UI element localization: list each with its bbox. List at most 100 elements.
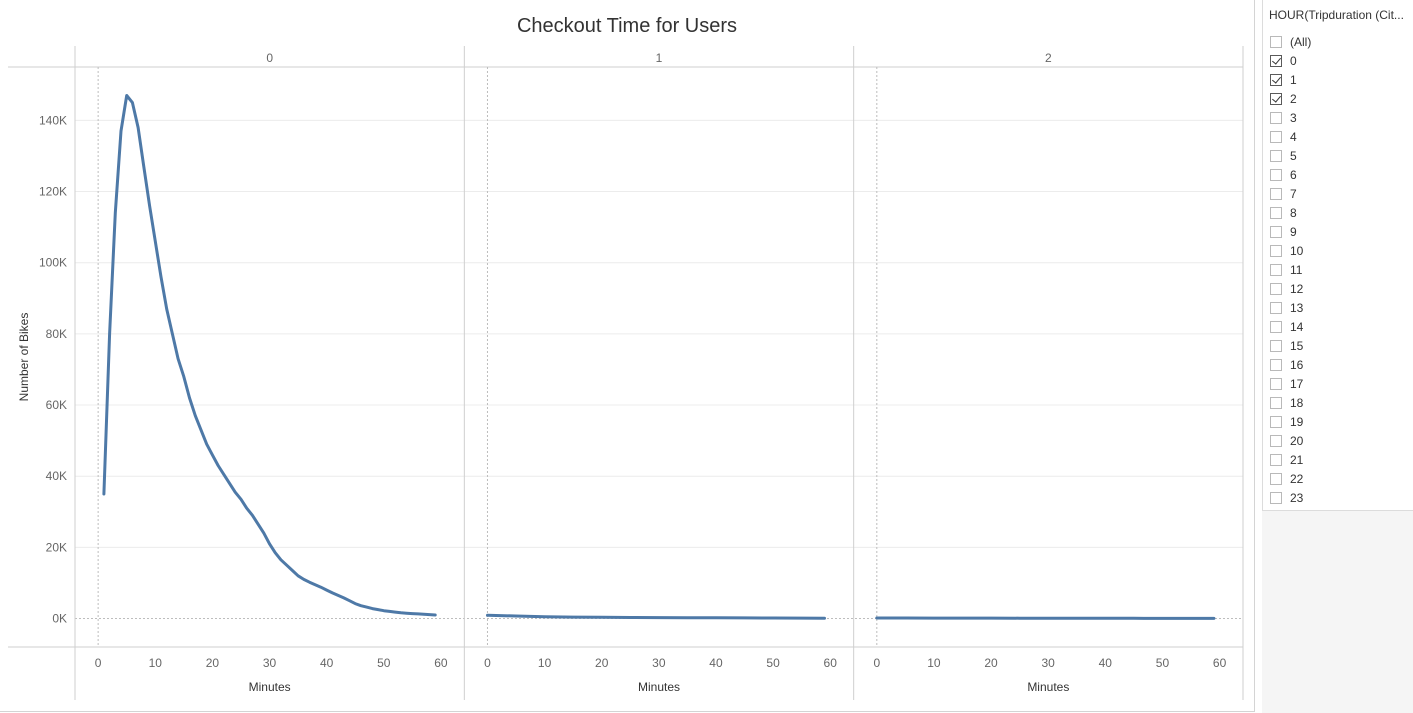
filter-item-19[interactable]: 19 (1270, 412, 1311, 431)
filter-item-21[interactable]: 21 (1270, 450, 1311, 469)
filter-item-label: 10 (1290, 243, 1304, 258)
filter-item-label: 12 (1290, 281, 1304, 296)
filter-item-label: 3 (1290, 110, 1297, 125)
filter-checkbox[interactable] (1270, 415, 1282, 428)
x-tick-label: 40 (320, 656, 334, 670)
x-tick-label: 40 (1099, 656, 1113, 670)
filter-checkbox[interactable] (1270, 491, 1282, 504)
filter-item-label: 1 (1290, 72, 1297, 87)
panel-header: 1 (656, 51, 663, 65)
chart-area: Checkout Time for Users Number of Bikes … (0, 0, 1255, 712)
filter-item-label: 21 (1290, 452, 1304, 467)
filter-item-14[interactable]: 14 (1270, 317, 1311, 336)
filter-item-3[interactable]: 3 (1270, 108, 1311, 127)
filter-item-11[interactable]: 11 (1270, 260, 1311, 279)
filter-checkbox[interactable] (1270, 358, 1282, 371)
filter-item-all[interactable]: (All) (1270, 32, 1311, 51)
filter-checkbox[interactable] (1270, 187, 1282, 200)
filter-item-label: 4 (1290, 129, 1297, 144)
filter-item-15[interactable]: 15 (1270, 336, 1311, 355)
y-tick-label: 40K (46, 469, 67, 483)
filter-item-2[interactable]: 2 (1270, 89, 1311, 108)
filter-item-label: 2 (1290, 91, 1297, 106)
filter-item-1[interactable]: 1 (1270, 70, 1311, 89)
y-tick-label: 140K (39, 113, 67, 127)
hour-filter-panel: HOUR(Tripduration (Cit... (All) 0 1 2 3 4 5 6 7 8… (1262, 0, 1413, 511)
filter-item-label: 16 (1290, 357, 1304, 372)
frame-layer (8, 46, 1244, 700)
filter-checkbox[interactable] (1270, 282, 1282, 295)
filter-checkbox[interactable] (1270, 244, 1282, 257)
filter-item-label: 13 (1290, 300, 1304, 315)
filter-item-label: 17 (1290, 376, 1304, 391)
filter-checkbox[interactable] (1270, 206, 1282, 219)
filter-title: HOUR(Tripduration (Cit... (1269, 8, 1404, 22)
filter-checkbox[interactable] (1270, 35, 1282, 48)
filter-checkbox[interactable] (1270, 149, 1282, 162)
filter-item-label: 22 (1290, 471, 1304, 486)
filter-item-9[interactable]: 9 (1270, 222, 1311, 241)
y-tick-label: 100K (39, 256, 67, 270)
filter-item-label: (All) (1290, 34, 1312, 49)
line-chart: Checkout Time for Users Number of Bikes … (8, 15, 1244, 700)
filter-item-20[interactable]: 20 (1270, 431, 1311, 450)
x-tick-label: 10 (149, 656, 163, 670)
filter-item-6[interactable]: 6 (1270, 165, 1311, 184)
y-tick-label: 20K (46, 540, 67, 554)
x-tick-label: 30 (652, 656, 666, 670)
x-tick-label: 20 (206, 656, 220, 670)
filter-checkbox[interactable] (1270, 453, 1282, 466)
filter-checkbox[interactable] (1270, 472, 1282, 485)
filter-item-23[interactable]: 23 (1270, 488, 1311, 507)
filter-item-17[interactable]: 17 (1270, 374, 1311, 393)
y-axis-label: Number of Bikes (17, 313, 31, 402)
filter-item-18[interactable]: 18 (1270, 393, 1311, 412)
series-line (102, 94, 437, 617)
filter-item-label: 14 (1290, 319, 1304, 334)
panel-header: 0 (266, 51, 273, 65)
filter-item-label: 5 (1290, 148, 1297, 163)
filter-checkbox[interactable] (1270, 225, 1282, 238)
filter-item-label: 6 (1290, 167, 1297, 182)
filter-item-13[interactable]: 13 (1270, 298, 1311, 317)
y-tick-label: 80K (46, 327, 67, 341)
filter-item-label: 23 (1290, 490, 1304, 505)
filter-item-22[interactable]: 22 (1270, 469, 1311, 488)
x-tick-label: 0 (873, 656, 880, 670)
filter-item-12[interactable]: 12 (1270, 279, 1311, 298)
x-tick-label: 10 (927, 656, 941, 670)
filter-item-16[interactable]: 16 (1270, 355, 1311, 374)
x-tick-label: 0 (95, 656, 102, 670)
x-tick-label: 40 (709, 656, 723, 670)
filter-checkbox[interactable] (1270, 377, 1282, 390)
filter-checkbox[interactable] (1270, 339, 1282, 352)
x-axis-label: Minutes (249, 680, 291, 694)
filter-item-5[interactable]: 5 (1270, 146, 1311, 165)
x-tick-label: 0 (484, 656, 491, 670)
x-tick-label: 10 (538, 656, 552, 670)
y-tick-label: 60K (46, 398, 67, 412)
filter-checkbox[interactable] (1270, 301, 1282, 314)
filter-item-4[interactable]: 4 (1270, 127, 1311, 146)
filter-checkbox[interactable] (1270, 73, 1282, 86)
filter-checkbox[interactable] (1270, 111, 1282, 124)
x-tick-label: 50 (766, 656, 780, 670)
filter-item-7[interactable]: 7 (1270, 184, 1311, 203)
filter-checkbox[interactable] (1270, 263, 1282, 276)
filter-checkbox[interactable] (1270, 130, 1282, 143)
filter-item-8[interactable]: 8 (1270, 203, 1311, 222)
filter-checkbox[interactable] (1270, 168, 1282, 181)
filter-checkbox[interactable] (1270, 92, 1282, 105)
filter-checkbox[interactable] (1270, 434, 1282, 447)
filter-checkbox[interactable] (1270, 54, 1282, 67)
filter-item-10[interactable]: 10 (1270, 241, 1311, 260)
x-tick-label: 30 (263, 656, 277, 670)
filter-item-0[interactable]: 0 (1270, 51, 1311, 70)
filter-checkbox[interactable] (1270, 320, 1282, 333)
filter-item-label: 20 (1290, 433, 1304, 448)
x-tick-label: 20 (984, 656, 998, 670)
x-axis-label: Minutes (1027, 680, 1069, 694)
filter-checkbox[interactable] (1270, 396, 1282, 409)
